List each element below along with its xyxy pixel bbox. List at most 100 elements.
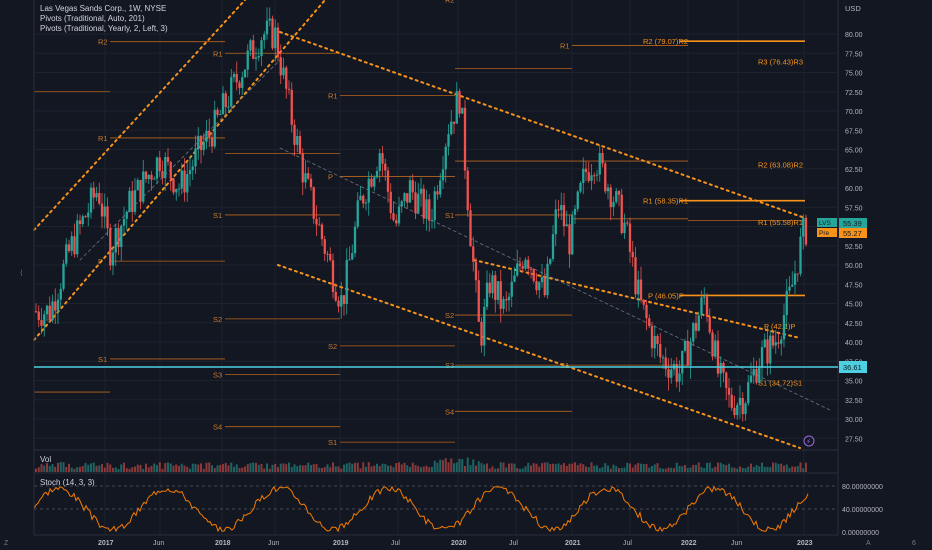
candle-body [34, 311, 38, 313]
candle-body [595, 174, 599, 176]
volume-bar [348, 462, 351, 472]
candle-body [45, 305, 49, 315]
candle-body [694, 323, 698, 331]
candle-body [749, 375, 753, 383]
pivot-label: R1 [560, 42, 570, 51]
candle-body [384, 163, 387, 171]
volume-bar [629, 463, 631, 472]
candle-body [183, 170, 186, 193]
candle-body [491, 275, 494, 294]
auto-scale-icon[interactable]: A [866, 540, 871, 547]
candle-body [202, 141, 205, 151]
volume-bars [35, 457, 807, 472]
volume-bar [719, 462, 722, 472]
volume-bar [678, 465, 681, 472]
volume-bar [549, 464, 552, 472]
candle-body [340, 295, 343, 307]
volume-bar [455, 462, 458, 472]
volume-bar [620, 467, 623, 472]
candle-body [510, 281, 513, 297]
volume-bar [255, 462, 257, 472]
volume-bar [524, 466, 527, 472]
volume-bar [733, 467, 736, 472]
candle-body [480, 321, 483, 346]
candle-body [54, 301, 57, 311]
volume-bar [59, 462, 62, 472]
pivot-label: R2 [445, 0, 455, 4]
volume-bar [637, 462, 640, 472]
volume-bar [114, 467, 117, 472]
candle-body [227, 106, 230, 108]
symbol-title[interactable]: Las Vegas Sands Corp., 1W, NYSE [40, 4, 167, 13]
volume-bar [794, 466, 796, 472]
candle-body [265, 20, 269, 35]
candle-body [744, 403, 747, 415]
candle-body [730, 394, 733, 408]
volume-bar [618, 468, 620, 472]
candle-body [513, 275, 516, 282]
volume-bar [527, 462, 530, 472]
candle-body [466, 170, 469, 211]
volume-bar [488, 468, 491, 472]
candle-body [439, 180, 442, 195]
volume-bar [414, 465, 417, 472]
volume-bar [656, 463, 659, 472]
candle-body [496, 281, 500, 300]
pivots-yearly-indicator[interactable]: Pivots (Traditional, Yearly, 2, Left, 3) [40, 24, 168, 33]
volume-bar [241, 467, 244, 472]
time-axis[interactable]: 2017 Jun 2018 Jun 2019 Jul 2020 Jul 2021 Jul 2022 J… [98, 540, 813, 547]
candle-body [436, 191, 439, 195]
candle-body [235, 73, 238, 83]
volume-bar [774, 462, 777, 472]
volume-bar [167, 462, 169, 472]
volume-bar [81, 466, 84, 472]
pivots-auto-indicator[interactable]: Pivots (Traditional, Auto, 201) [40, 14, 145, 23]
volume-bar [277, 467, 279, 472]
candle-body [89, 187, 93, 213]
pivot-label: S2 [445, 311, 454, 320]
volume-bar [780, 463, 783, 472]
candle-body [634, 257, 637, 295]
candle-body [199, 135, 203, 151]
candle-body [502, 299, 505, 309]
volume-bar [574, 462, 576, 472]
time-tick-label: 2023 [797, 540, 813, 547]
volume-bar [689, 467, 692, 472]
candle-body [560, 205, 563, 211]
candle-body [309, 178, 313, 188]
time-tick-label: 2019 [333, 540, 349, 547]
candle-body [609, 187, 612, 208]
volume-bar [480, 463, 483, 472]
candle-body [276, 27, 280, 58]
time-tick-label: Jun [731, 540, 742, 547]
volume-bar [392, 467, 395, 472]
volume-bar [189, 468, 191, 472]
volume-bar [532, 463, 535, 472]
settings-icon[interactable]: 6 [912, 540, 916, 547]
candle-body [92, 187, 95, 198]
volume-bar [439, 459, 442, 472]
volume-bar [461, 459, 464, 472]
zoom-icon[interactable]: Z [4, 540, 9, 547]
candle-body [320, 224, 324, 240]
volume-bar [505, 467, 508, 472]
time-tick-label: Jun [268, 540, 279, 547]
volume-bar [604, 463, 607, 472]
volume-bar [65, 466, 68, 472]
volume-bar [486, 463, 488, 472]
dividend-marker-icon[interactable] [803, 435, 815, 447]
candle-body [411, 180, 414, 193]
left-scroll-icon[interactable]: ⟨ [20, 269, 23, 277]
pivot-label: S1 [560, 361, 569, 370]
volume-bar [123, 462, 125, 472]
candle-body [689, 341, 692, 366]
pre-price-text: 55.27 [843, 229, 862, 238]
volume-bar [109, 464, 112, 472]
volume-bar [431, 466, 433, 472]
candle-body [601, 153, 604, 164]
channel-line [33, 0, 326, 341]
lightning-icon: ⚡ [806, 438, 811, 446]
candle-body [114, 228, 117, 253]
candle-body [582, 168, 585, 183]
